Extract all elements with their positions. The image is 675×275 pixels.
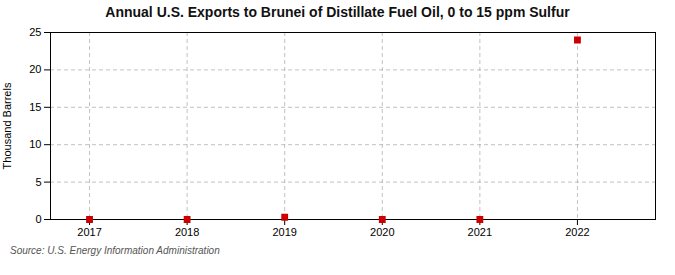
svg-text:15: 15 [29, 101, 41, 113]
svg-text:20: 20 [29, 63, 41, 75]
svg-text:2020: 2020 [370, 226, 394, 238]
svg-text:2021: 2021 [468, 226, 492, 238]
svg-text:2022: 2022 [565, 226, 589, 238]
svg-text:2017: 2017 [77, 226, 101, 238]
html-text:Source: U.S. Energy Informatio: Source: U.S. Energy Information Administ… [10, 245, 220, 256]
svg-text:5: 5 [35, 176, 41, 188]
svg-text:Thousand Barrels: Thousand Barrels [1, 82, 13, 169]
svg-text:10: 10 [29, 138, 41, 150]
svg-text:2018: 2018 [175, 226, 199, 238]
svg-text:0: 0 [35, 213, 41, 225]
svg-text:25: 25 [29, 26, 41, 38]
svg-text:2019: 2019 [272, 226, 296, 238]
html-text:Annual U.S. Exports to Brunei: Annual U.S. Exports to Brunei of Distill… [105, 4, 570, 20]
